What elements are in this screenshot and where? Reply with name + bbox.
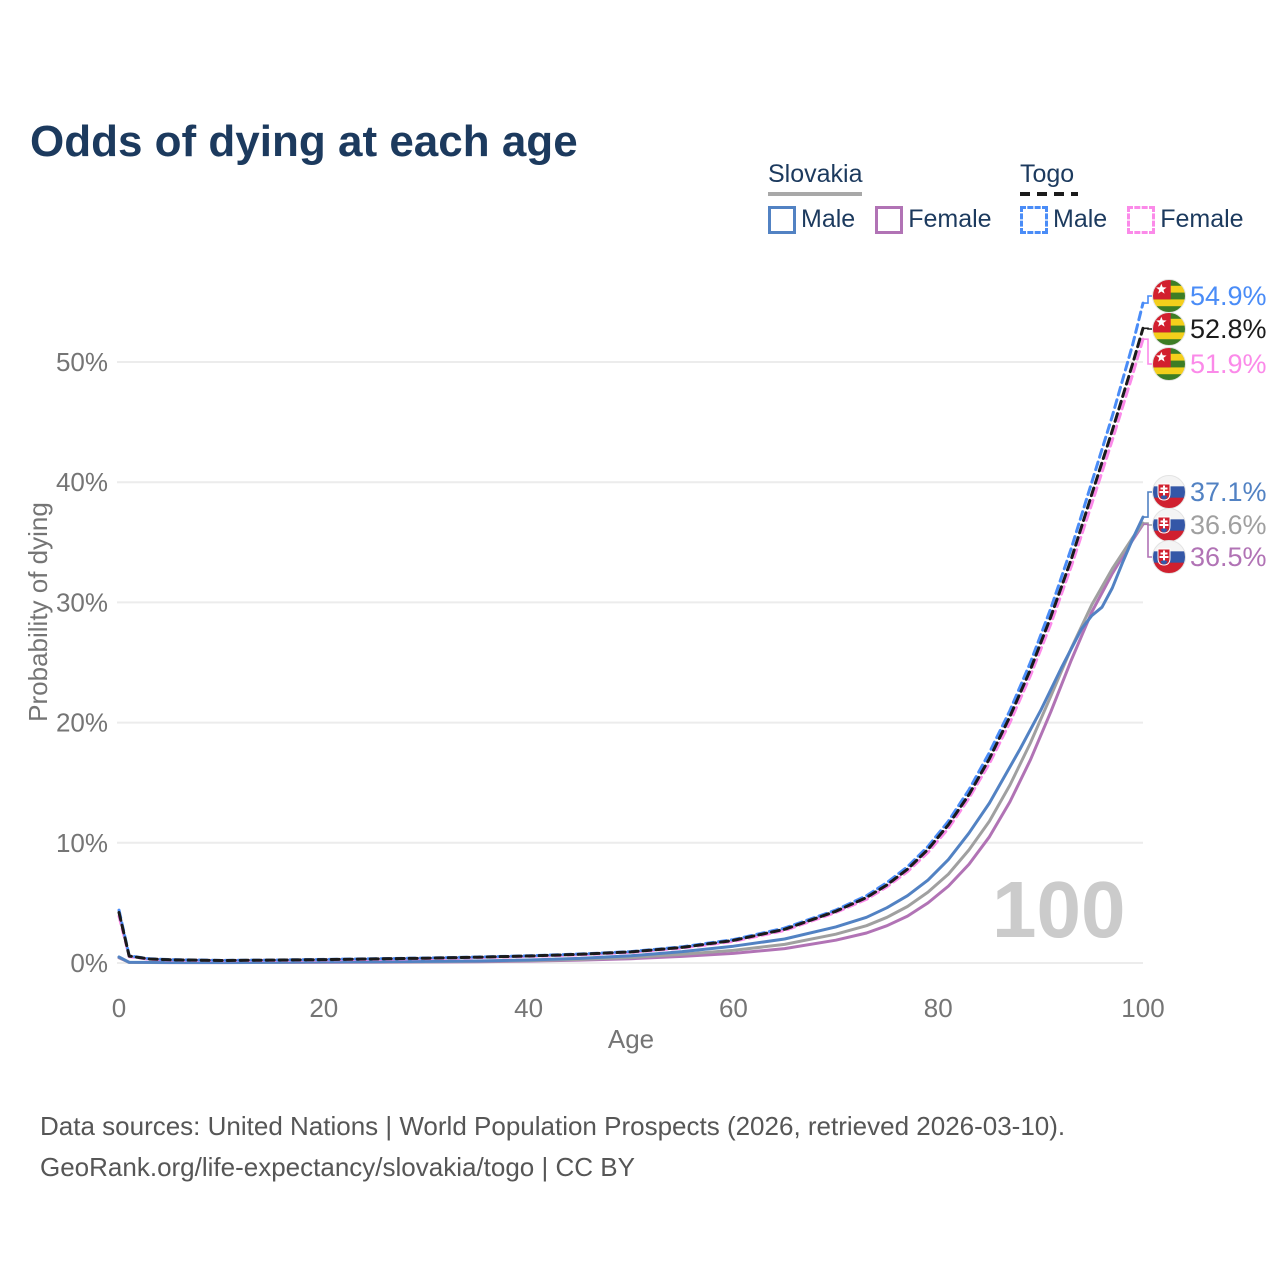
label-connector-togo_female xyxy=(1143,338,1152,365)
legend-label-togo-male[interactable]: Male xyxy=(1053,205,1108,233)
label-connector-slovakia_male xyxy=(1143,491,1152,518)
legend-group-slovakia: Slovakia Male Female xyxy=(768,160,1012,234)
legend-title-togo: Togo xyxy=(1020,160,1075,188)
x-tick-label: 0 xyxy=(112,993,126,1023)
footer-sources-line: Data sources: United Nations | World Pop… xyxy=(40,1111,1066,1141)
series-line-togo_male xyxy=(117,301,1145,962)
age-watermark: 100 xyxy=(992,865,1126,954)
footer: Data sources: United Nations | World Pop… xyxy=(40,1106,1065,1188)
series-line-togo_female xyxy=(117,337,1145,963)
series-line-slovakia_both xyxy=(117,521,1145,964)
slovakia-flag-icon xyxy=(1152,540,1186,574)
x-tick-label: 60 xyxy=(719,993,748,1023)
legend-label-slovakia-female[interactable]: Female xyxy=(908,205,992,233)
legend-swatch-slovakia-female[interactable] xyxy=(875,205,904,234)
end-label-togo_both: 52.8% xyxy=(1190,314,1267,344)
flag-ring xyxy=(1152,347,1186,381)
end-label-slovakia_both: 36.6% xyxy=(1190,510,1267,540)
y-tick-label: 10% xyxy=(56,828,108,858)
series-line-slovakia_female xyxy=(117,522,1145,965)
flag-ring xyxy=(1152,540,1186,574)
legend-label-togo-female[interactable]: Female xyxy=(1160,205,1244,233)
label-connector-togo_both xyxy=(1143,327,1152,330)
y-tick-label: 40% xyxy=(56,467,108,497)
footer-link-line: GeoRank.org/life-expectancy/slovakia/tog… xyxy=(40,1152,635,1182)
x-tick-label: 20 xyxy=(309,993,338,1023)
series-line-slovakia_male xyxy=(117,515,1145,964)
y-axis-title: Probability of dying xyxy=(23,502,53,722)
legend-swatch-togo-male[interactable] xyxy=(1020,205,1048,234)
series-line-togo_both xyxy=(117,326,1145,962)
end-label-slovakia_male: 37.1% xyxy=(1190,477,1267,507)
slovakia-flag-icon xyxy=(1152,475,1186,509)
end-label-togo_male: 54.9% xyxy=(1190,281,1267,311)
legend-swatch-togo-female[interactable] xyxy=(1127,205,1156,234)
end-label-togo_female: 51.9% xyxy=(1190,349,1267,379)
legend-underline-slovakia xyxy=(768,192,862,196)
end-label-slovakia_female: 36.5% xyxy=(1190,542,1267,572)
y-tick-label: 30% xyxy=(56,587,108,617)
page-title: Odds of dying at each age xyxy=(30,117,578,167)
x-axis-title: Age xyxy=(608,1024,654,1054)
x-tick-label: 100 xyxy=(1121,993,1164,1023)
legend-underline-togo xyxy=(1020,192,1078,196)
legend-title-slovakia: Slovakia xyxy=(768,160,863,188)
y-tick-label: 20% xyxy=(56,708,108,738)
label-connector-togo_male xyxy=(1143,295,1152,304)
legend-swatch-slovakia-male[interactable] xyxy=(768,205,796,234)
x-tick-label: 80 xyxy=(924,993,953,1023)
legend-group-togo: Togo Male Female xyxy=(1020,160,1264,234)
x-tick-label: 40 xyxy=(514,993,543,1023)
label-connector-slovakia_female xyxy=(1143,523,1152,558)
y-tick-label: 0% xyxy=(70,948,108,978)
togo-flag-icon xyxy=(1152,279,1186,313)
slovakia-flag-icon xyxy=(1152,508,1186,542)
flag-ring xyxy=(1152,312,1186,346)
legend-label-slovakia-male[interactable]: Male xyxy=(801,205,856,233)
y-tick-label: 50% xyxy=(56,347,108,377)
